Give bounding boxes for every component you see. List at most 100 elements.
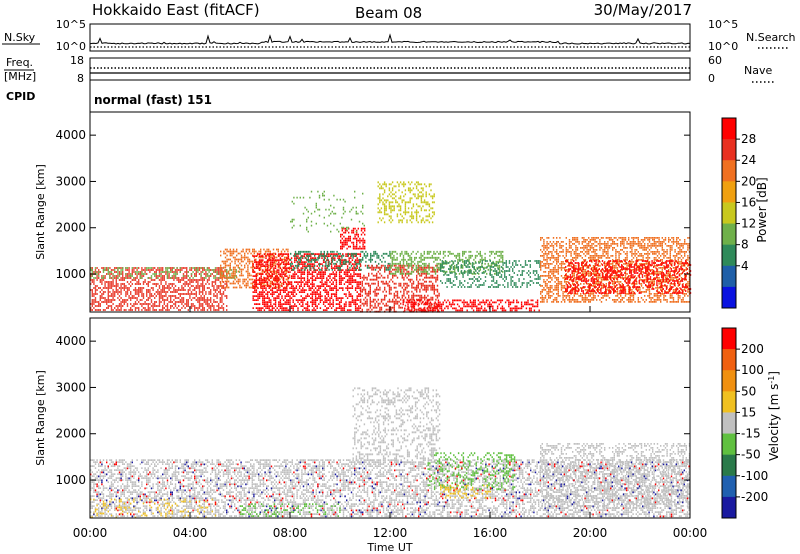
power-region-0 (90, 267, 228, 311)
power-colorbar-label-4: 12 (741, 217, 756, 231)
velocity-colorbar-swatch-8 (722, 496, 736, 519)
power-colorbar-swatch-3 (722, 181, 736, 203)
power-region-7 (440, 260, 541, 288)
velocity-colorbar-swatch-6 (722, 454, 736, 477)
velocity-colorbar-swatch-5 (722, 433, 736, 456)
xtick-label-5: 20:00 (573, 526, 608, 540)
power-region-8 (402, 299, 540, 312)
nsearch-label: N.Search (746, 31, 796, 44)
power-cells-13 (290, 190, 365, 233)
xtick-label-6: 00:00 (673, 526, 708, 540)
power-colorbar-swatch-7 (722, 265, 736, 288)
velocity-ytick-label-1: 3000 (55, 380, 86, 394)
velocity-cells-5 (352, 387, 441, 464)
freq-label: Freq. (6, 56, 33, 69)
freq-panel: Freq. [MHz] 18 8 60 0 Nave CPID (4, 54, 774, 103)
power-cells-12 (377, 181, 435, 224)
cpid-text: normal (fast) 151 (94, 93, 212, 107)
power-colorbar-label-2: 20 (741, 174, 756, 188)
nsky-label: N.Sky (4, 31, 36, 44)
velocity-region-6 (540, 443, 691, 509)
power-colorbar-label-5: 8 (741, 238, 749, 252)
power-region-1 (90, 267, 241, 279)
velocity-colorbar-label-2: 50 (741, 384, 756, 398)
power-cells-3 (252, 253, 362, 311)
cpid-panel: normal (fast) 151 (89, 80, 212, 112)
cpid-label: CPID (6, 90, 35, 103)
velocity-cells-0 (90, 459, 690, 517)
velocity-colorbar-label-5: -50 (741, 448, 761, 462)
nsky-tick-low: 10^0 (56, 40, 86, 53)
velocity-ytick-label-3: 1000 (55, 473, 86, 487)
power-colorbar-swatch-2 (722, 160, 736, 182)
velocity-ytick-label-0: 4000 (55, 334, 86, 348)
velocity-scatter (90, 387, 691, 519)
time-axis: 00:00 04:00 08:00 12:00 16:00 20:00 00:00 (73, 306, 708, 540)
velocity-colorbar-label-6: -100 (741, 469, 768, 483)
velocity-unit-sup: -1 (767, 376, 776, 384)
power-colorbar-title: Power [dB] (755, 177, 769, 242)
beam-label: Beam 08 (355, 4, 422, 22)
velocity-region-3 (427, 452, 516, 491)
power-cells-11 (340, 227, 366, 250)
velocity-cells-6 (540, 443, 691, 509)
power-colorbar-frame (721, 117, 737, 309)
time-axis-label: Time UT (366, 541, 412, 554)
power-cells-8 (402, 299, 540, 312)
freq-tick-low: 8 (77, 72, 84, 85)
velocity-colorbar-swatch-3 (722, 391, 736, 413)
velocity-colorbar-title: Velocity [m s-1] (767, 371, 781, 461)
xtick-label-1: 04:00 (173, 526, 208, 540)
velocity-colorbar-swatch-7 (722, 475, 736, 498)
power-region-11 (340, 227, 366, 250)
velocity-colorbar-label-1: 100 (741, 363, 764, 377)
power-colorbar-label-6: 4 (741, 259, 749, 273)
power-cells-0 (90, 267, 228, 311)
power-region-10 (565, 260, 692, 294)
power-ytick-label-2: 2000 (55, 221, 86, 235)
velocity-colorbar-label-7: -200 (741, 490, 768, 504)
power-yaxis: 4000 3000 2000 1000 (55, 128, 690, 281)
power-colorbar-swatch-4 (722, 202, 736, 225)
power-colorbar: 28 24 20 16 12 8 4 (721, 117, 756, 309)
velocity-unit-main: Velocity [m s (767, 384, 781, 461)
velocity-colorbar-swatch-1 (722, 349, 736, 371)
velocity-cells-1 (90, 498, 217, 519)
velocity-panel: 4000 3000 2000 1000 Slant Range [km] 200 100… (34, 317, 781, 519)
freq-unit: [MHz] (4, 70, 36, 83)
nsearch-tick-low: 10^0 (708, 40, 738, 53)
power-region-6 (390, 250, 504, 275)
velocity-colorbar-label-4: -15 (741, 427, 761, 441)
power-region-13 (290, 190, 365, 233)
velocity-colorbar: 200 100 50 15 -15 -50 -100 -200 (721, 327, 768, 519)
velocity-colorbar-frame (721, 327, 737, 519)
velocity-region-1 (90, 498, 217, 519)
velocity-unit-end: ] (767, 371, 781, 376)
date-label: 30/May/2017 (594, 1, 692, 19)
power-colorbar-label-1: 24 (741, 153, 756, 167)
power-cells-7 (440, 260, 541, 288)
velocity-cells-3 (427, 452, 516, 491)
velocity-colorbar-swatch-0 (722, 328, 736, 350)
radar-title: Hokkaido East (fitACF) (92, 1, 260, 19)
power-region-12 (377, 181, 435, 224)
nsky-tick-high: 10^5 (56, 18, 86, 31)
power-colorbar-swatch-0 (722, 118, 736, 140)
nsearch-tick-high: 10^5 (708, 18, 738, 31)
power-colorbar-swatch-5 (722, 223, 736, 246)
nsky-panel: N.Sky 10^5 10^0 10^5 10^0 N.Search (2, 18, 796, 53)
velocity-ylabel: Slant Range [km] (34, 370, 47, 466)
power-colorbar-label-3: 16 (741, 195, 756, 209)
velocity-region-0 (90, 459, 690, 517)
velocity-region-4 (440, 484, 491, 499)
power-colorbar-swatch-8 (722, 286, 736, 309)
xtick-label-3: 12:00 (373, 526, 408, 540)
velocity-ytick-label-2: 2000 (55, 427, 86, 441)
xtick-label-2: 08:00 (273, 526, 308, 540)
xtick-label-4: 16:00 (473, 526, 508, 540)
power-scatter (90, 181, 692, 313)
velocity-region-5 (352, 387, 441, 464)
power-ytick-label-0: 4000 (55, 128, 86, 142)
power-colorbar-swatch-1 (722, 139, 736, 161)
